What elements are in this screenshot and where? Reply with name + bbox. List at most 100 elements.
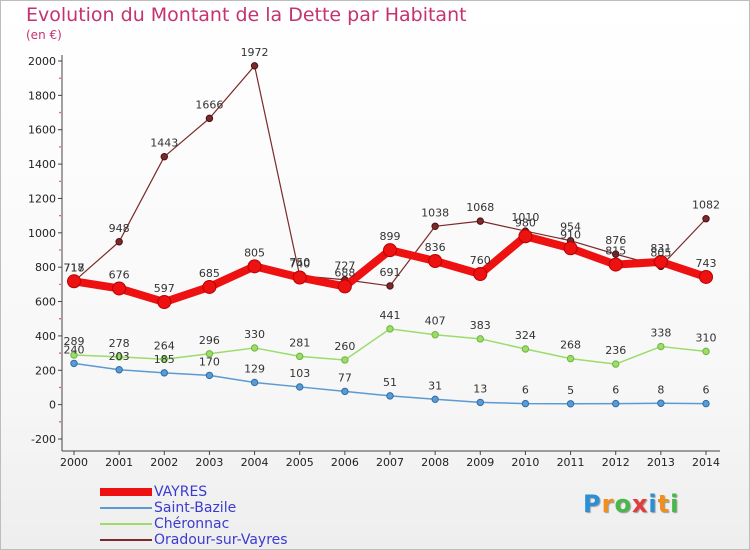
data-label-oradour-sur-vayres: 1010 [511, 211, 539, 224]
data-label-saint-bazile: 31 [428, 379, 442, 392]
y-tick-label: 1600 [28, 124, 56, 137]
x-tick-label: 2007 [376, 456, 404, 469]
data-label-saint-bazile: 6 [522, 384, 529, 397]
chart-subtitle: (en €) [26, 28, 62, 42]
data-point-saint-bazile [205, 371, 214, 380]
x-tick-label: 2014 [692, 456, 720, 469]
data-point-vayres [247, 259, 262, 274]
data-label-oradour-sur-vayres: 1443 [150, 137, 178, 150]
data-point-oradour-sur-vayres [702, 215, 710, 223]
y-tick-label: 600 [35, 296, 56, 309]
data-label-vayres: 740 [289, 257, 310, 270]
x-tick-label: 2012 [602, 456, 630, 469]
data-label-oradour-sur-vayres: 717 [64, 261, 85, 274]
data-label-vayres: 815 [605, 245, 626, 258]
data-label-cheronnac: 407 [425, 315, 446, 328]
data-label-vayres: 910 [560, 228, 581, 241]
y-minor-mark [59, 386, 61, 389]
data-label-oradour-sur-vayres: 750 [289, 256, 310, 269]
data-label-cheronnac: 296 [199, 334, 220, 347]
data-label-oradour-sur-vayres: 1038 [421, 206, 449, 219]
data-label-oradour-sur-vayres: 1972 [241, 46, 269, 59]
data-label-vayres: 688 [334, 266, 355, 279]
data-label-oradour-sur-vayres: 1068 [466, 201, 494, 214]
data-point-saint-bazile [521, 399, 530, 408]
data-point-vayres [653, 254, 668, 269]
y-tick-label: 1000 [28, 227, 56, 240]
data-label-oradour-sur-vayres: 1082 [692, 199, 720, 212]
data-label-cheronnac: 330 [244, 328, 265, 341]
x-tick-label: 2000 [60, 456, 88, 469]
data-label-cheronnac: 260 [334, 340, 355, 353]
data-label-vayres: 760 [470, 254, 491, 267]
data-point-cheronnac [521, 345, 530, 353]
data-label-saint-bazile: 185 [154, 353, 175, 366]
data-point-vayres [608, 257, 623, 272]
x-tick-label: 2004 [241, 456, 269, 469]
y-minor-mark [59, 111, 61, 114]
data-point-cheronnac [160, 355, 168, 363]
data-point-saint-bazile [702, 399, 710, 408]
x-tick-label: 2005 [286, 456, 314, 469]
y-tick-label: 0 [49, 399, 56, 412]
data-point-saint-bazile [431, 395, 439, 404]
legend-label: Chéronnac [154, 516, 230, 532]
y-minor-mark [59, 352, 61, 354]
data-label-cheronnac: 338 [650, 327, 671, 340]
data-point-vayres [292, 270, 307, 285]
data-label-saint-bazile: 77 [338, 371, 352, 384]
legend-label: Oradour-sur-Vayres [154, 532, 288, 548]
data-label-oradour-sur-vayres: 727 [334, 260, 355, 273]
y-minor-mark [59, 249, 61, 251]
data-label-oradour-sur-vayres: 948 [109, 222, 130, 235]
data-point-vayres [699, 269, 713, 284]
data-label-cheronnac: 289 [64, 335, 85, 348]
data-label-saint-bazile: 51 [383, 376, 397, 389]
data-point-cheronnac [476, 335, 484, 343]
data-point-saint-bazile [70, 359, 78, 368]
series-lines [67, 62, 713, 408]
data-label-vayres: 743 [696, 257, 717, 270]
data-point-saint-bazile [657, 399, 665, 407]
data-label-oradour-sur-vayres: 1666 [195, 98, 223, 111]
data-point-saint-bazile [115, 366, 123, 374]
data-label-vayres: 676 [109, 268, 130, 281]
y-tick-label: 1400 [28, 158, 56, 171]
data-point-oradour-sur-vayres [205, 114, 214, 123]
data-point-vayres [112, 281, 127, 296]
x-tick-label: 2002 [150, 456, 178, 469]
x-tick-label: 2003 [195, 456, 223, 469]
data-label-cheronnac: 278 [109, 337, 130, 350]
y-minor-mark [59, 180, 61, 183]
data-point-cheronnac [612, 360, 620, 368]
data-label-oradour-sur-vayres: 954 [560, 221, 581, 234]
proxiti-logo: Proxiti [583, 490, 680, 518]
data-point-cheronnac [296, 352, 304, 361]
data-label-saint-bazile: 170 [199, 355, 220, 368]
y-tick-label: 800 [35, 261, 56, 274]
data-label-saint-bazile: 6 [612, 384, 619, 397]
legend-label: VAYRES [154, 484, 208, 500]
x-tick-label: 2008 [421, 456, 449, 469]
data-point-saint-bazile [476, 398, 484, 407]
data-point-vayres [428, 253, 443, 268]
data-point-cheronnac [702, 347, 710, 356]
chart-title: Evolution du Montant de la Dette par Hab… [26, 4, 467, 26]
data-label-vayres: 980 [515, 216, 536, 229]
data-label-oradour-sur-vayres: 876 [605, 234, 626, 247]
y-minor-mark [59, 317, 61, 320]
legend-swatch [100, 488, 152, 496]
data-label-saint-bazile: 103 [289, 367, 310, 380]
data-label-cheronnac: 264 [154, 339, 175, 352]
x-tick-label: 2006 [331, 456, 359, 469]
data-label-saint-bazile: 8 [657, 383, 664, 396]
data-point-cheronnac [341, 356, 349, 364]
data-label-cheronnac: 236 [605, 344, 626, 357]
data-point-saint-bazile [386, 392, 394, 400]
data-point-oradour-sur-vayres [431, 222, 439, 230]
x-tick-label: 2011 [557, 456, 585, 469]
y-tick-label: 2000 [28, 55, 56, 68]
data-point-saint-bazile [296, 383, 304, 391]
